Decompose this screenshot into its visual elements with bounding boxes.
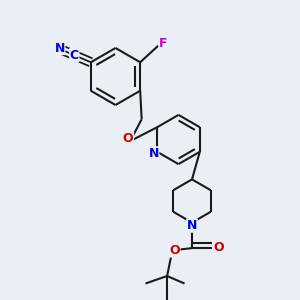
Text: N: N [55,41,65,55]
Text: N: N [187,219,197,232]
Text: O: O [213,241,224,254]
Text: O: O [123,132,134,145]
Text: F: F [159,37,168,50]
Text: O: O [169,244,180,257]
Text: C: C [70,49,79,62]
Text: N: N [148,147,159,160]
